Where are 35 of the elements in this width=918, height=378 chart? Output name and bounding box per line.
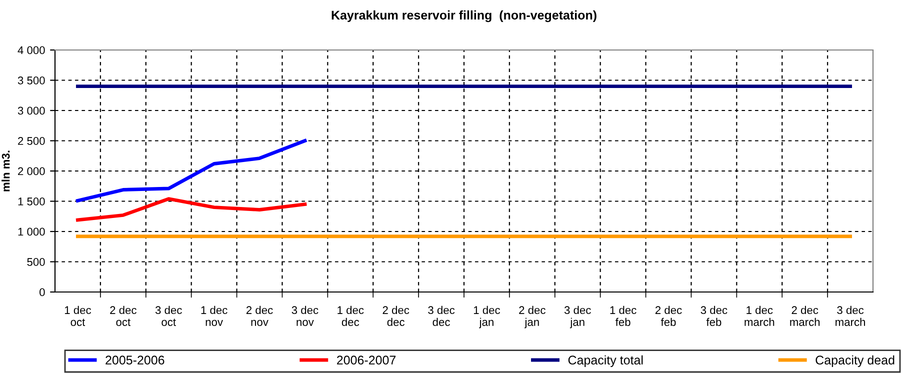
legend-label: Capacity total <box>568 355 643 367</box>
x-tick-label: 3 dec dec <box>428 306 455 326</box>
x-tick-label: 3 dec feb <box>700 306 728 326</box>
legend-label: 2005-2006 <box>106 356 164 365</box>
x-tick-label: 2 dec nov <box>246 306 273 326</box>
legend-label: 2006-2007 <box>337 356 396 365</box>
x-tick-label: 1 dec march <box>744 306 774 326</box>
x-tick-label: 3 dec oct <box>155 306 182 326</box>
x-tick-label: 3 dec nov <box>292 306 318 326</box>
x-tick-label: 1 dec feb <box>610 306 636 326</box>
x-tick-label: 1 dec oct <box>64 306 92 326</box>
x-tick-label: 1 dec jan <box>474 306 500 328</box>
y-tick-label: 2 500 <box>18 137 45 145</box>
x-tick-label: 2 dec march <box>790 306 820 326</box>
line-series <box>76 139 307 202</box>
y-tick-label: 3 500 <box>18 76 45 84</box>
y-tick-label: 0 <box>40 288 45 296</box>
y-tick-label: 500 <box>27 258 45 266</box>
chart-title: Kayrakkum reservoir filling (non-vegetation) <box>332 10 596 22</box>
y-tick-label: 3 000 <box>18 106 45 115</box>
x-tick-label: 3 dec jan <box>564 306 591 328</box>
y-tick-label: 4 000 <box>18 46 45 54</box>
line-series <box>76 197 307 222</box>
y-axis-title: mln m3. <box>2 150 10 192</box>
y-tick-label: 2 000 <box>18 167 45 176</box>
x-tick-label: 3 dec march <box>836 306 865 326</box>
x-tick-label: 2 dec oct <box>110 306 136 326</box>
legend-label: Capacity dead <box>816 355 894 367</box>
x-tick-label: 2 dec jan <box>519 306 546 328</box>
x-tick-label: 2 dec dec <box>382 306 410 326</box>
x-tick-label: 1 dec dec <box>338 306 364 326</box>
y-tick-label: 1 500 <box>18 198 45 206</box>
y-tick-label: 1 000 <box>18 228 45 236</box>
x-tick-label: 2 dec feb <box>655 306 682 326</box>
x-tick-label: 1 dec nov <box>201 306 228 326</box>
